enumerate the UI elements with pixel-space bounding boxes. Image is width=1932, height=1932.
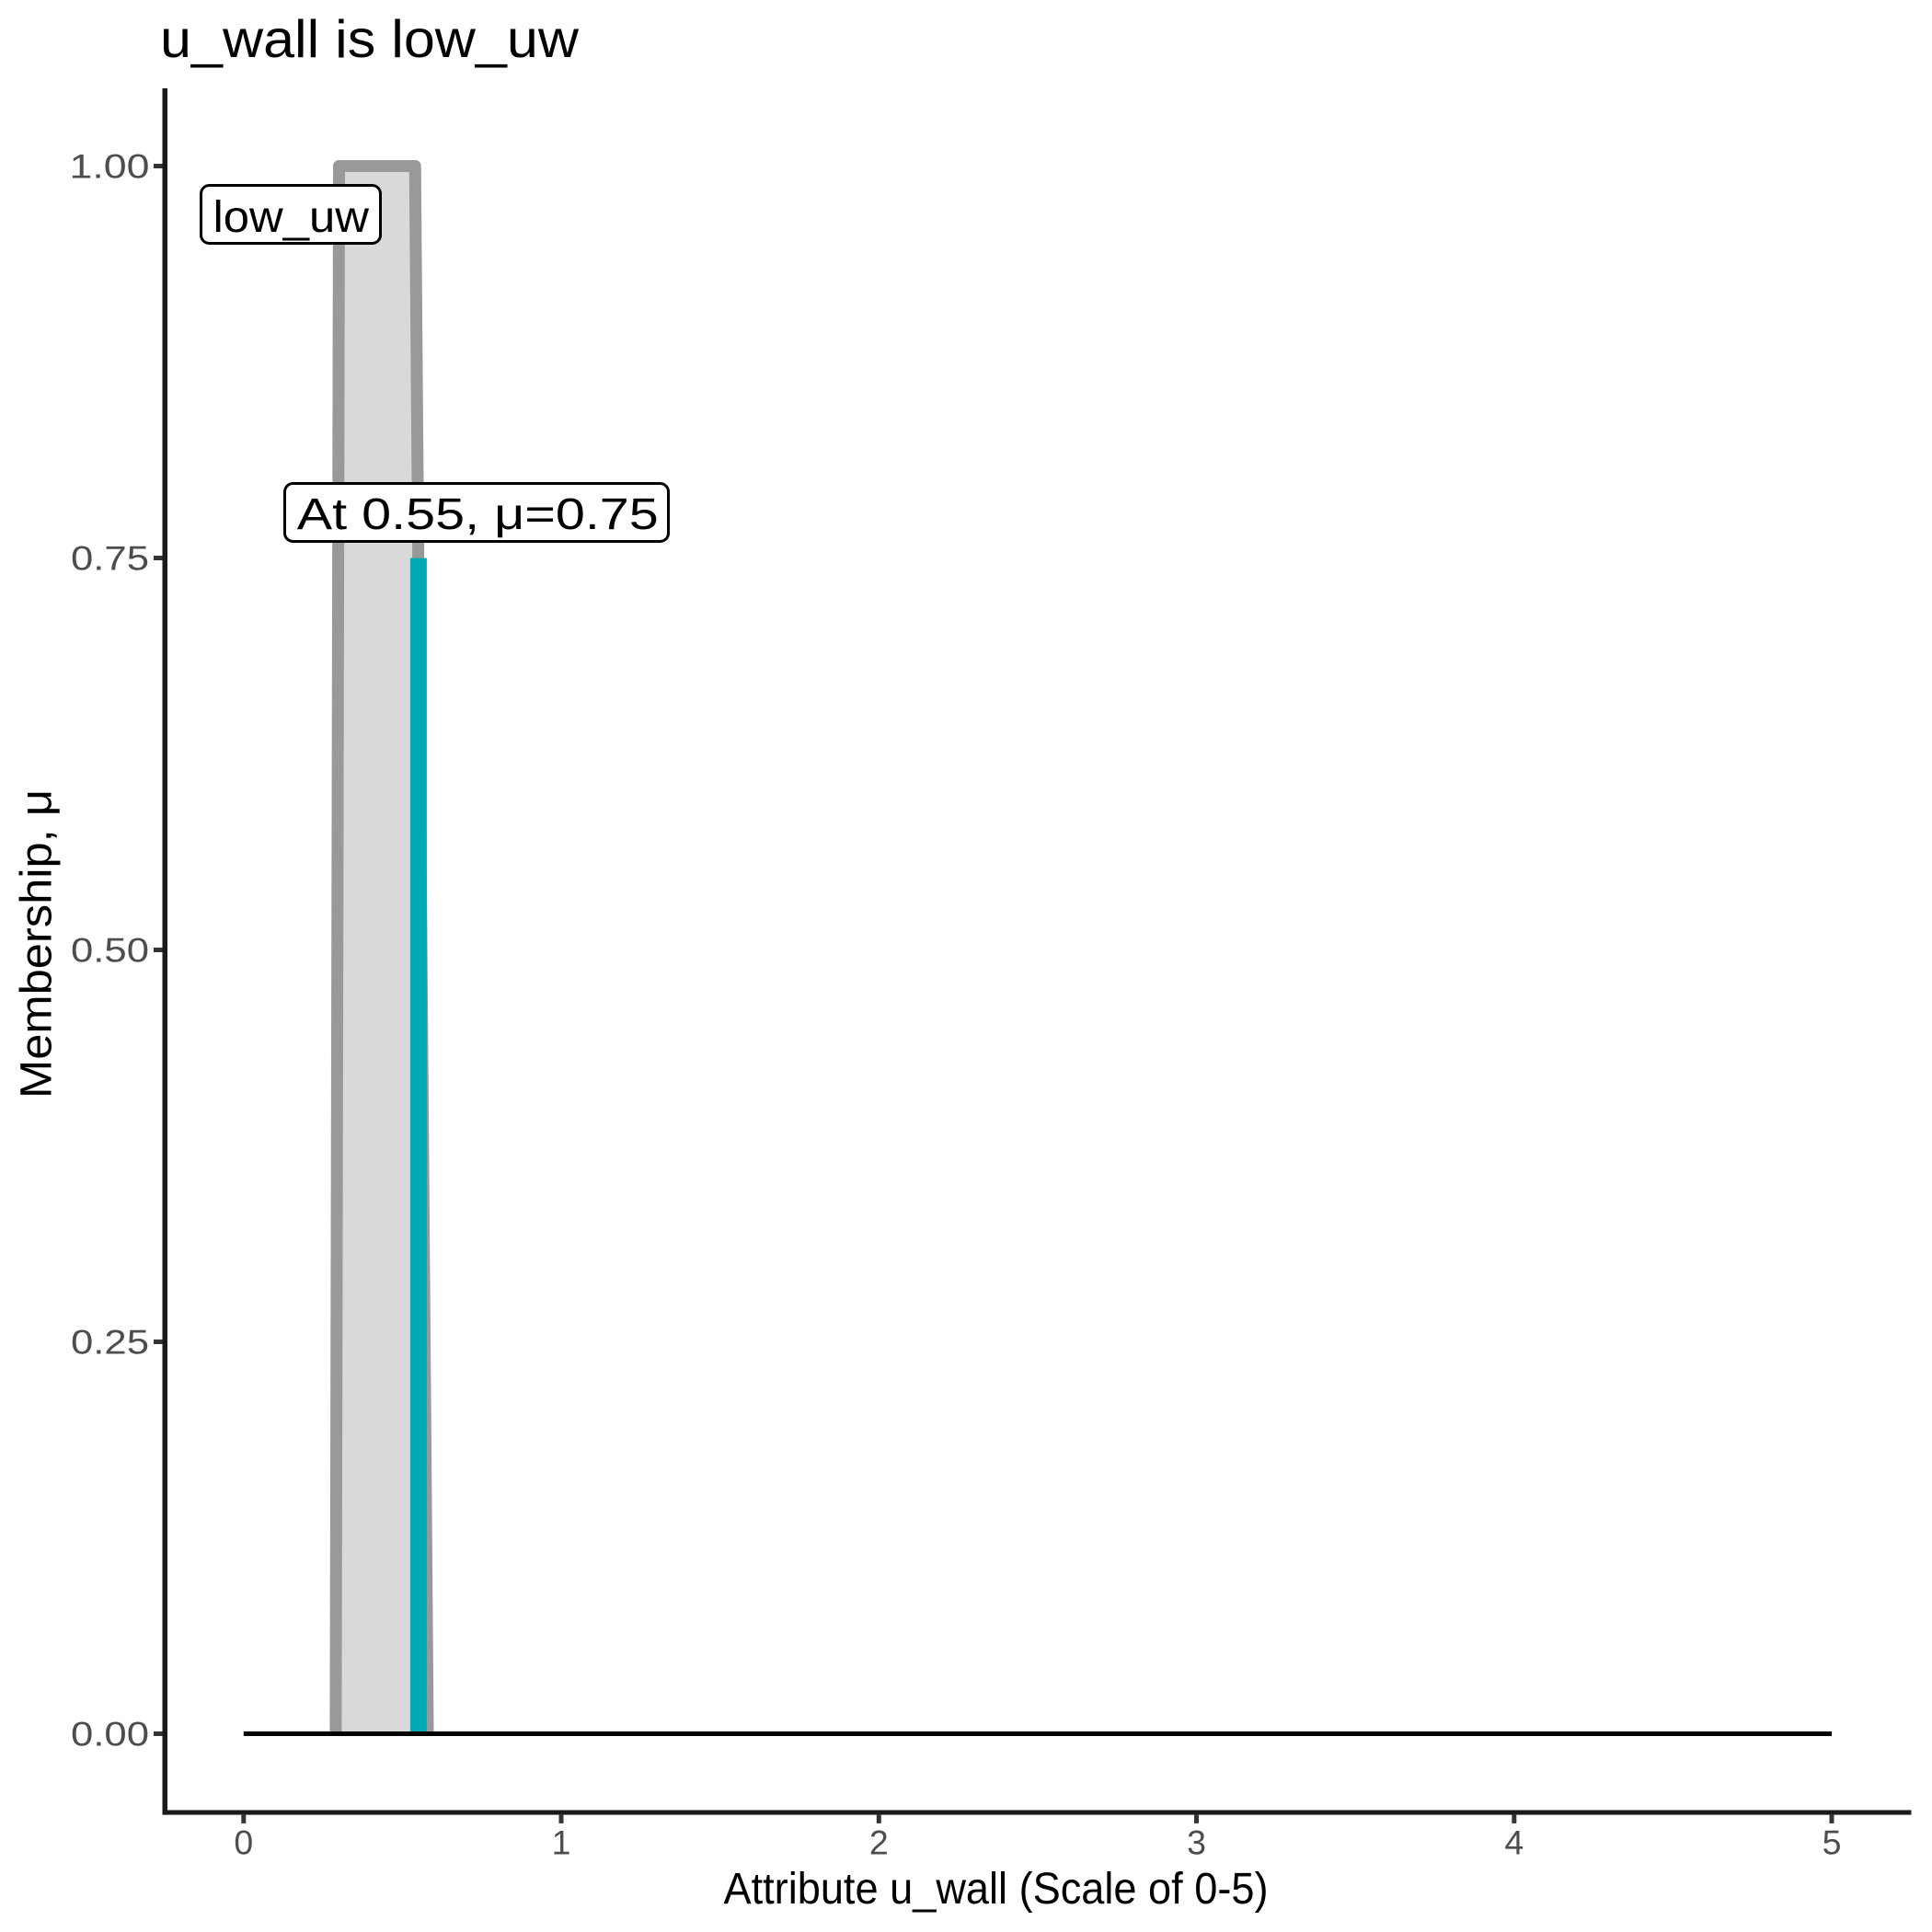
svg-text:1.00: 1.00 — [70, 147, 150, 186]
svg-text:4: 4 — [1504, 1823, 1524, 1862]
svg-text:Attribute u_wall (Scale of 0-5: Attribute u_wall (Scale of 0-5) — [724, 1864, 1269, 1914]
svg-text:1: 1 — [552, 1823, 571, 1862]
svg-text:3: 3 — [1187, 1823, 1206, 1862]
svg-text:u_wall is low_uw: u_wall is low_uw — [160, 10, 579, 69]
svg-text:At 0.55, μ=0.75: At 0.55, μ=0.75 — [297, 489, 659, 539]
svg-text:0: 0 — [234, 1823, 253, 1862]
svg-text:0.75: 0.75 — [71, 539, 149, 578]
svg-text:Membership, μ: Membership, μ — [12, 789, 62, 1098]
svg-text:2: 2 — [869, 1823, 889, 1862]
svg-text:0.25: 0.25 — [71, 1323, 149, 1362]
svg-text:0.50: 0.50 — [71, 931, 149, 970]
svg-text:0.00: 0.00 — [71, 1715, 149, 1754]
svg-text:5: 5 — [1823, 1823, 1842, 1862]
svg-text:low_uw: low_uw — [213, 192, 371, 242]
